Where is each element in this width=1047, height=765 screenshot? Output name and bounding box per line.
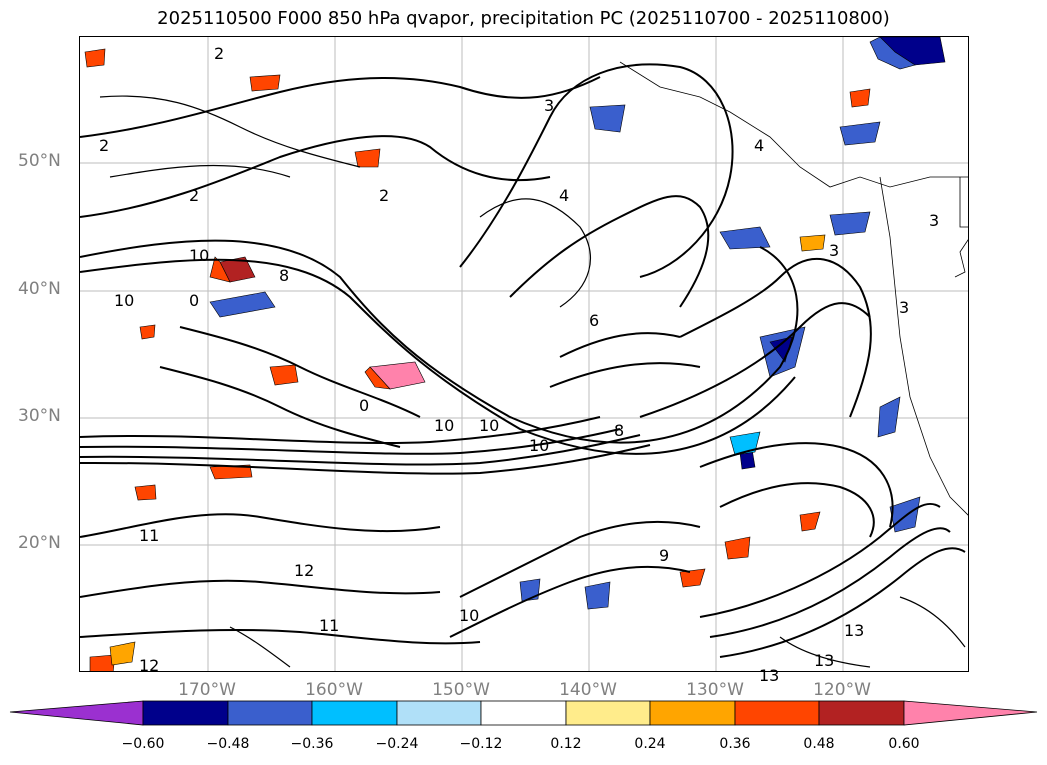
- colorbar-segment: [480, 700, 567, 726]
- colorbar-tick: 0.12: [550, 736, 582, 752]
- lat-label-30n: 30°N: [18, 406, 61, 426]
- colorbar-tick: 0.36: [719, 736, 751, 752]
- lon-label-170w: 170°W: [178, 680, 236, 700]
- colorbar-segment: [227, 700, 313, 726]
- colorbar-segment: [9, 700, 144, 726]
- colorbar-tick: −0.36: [290, 736, 334, 752]
- qvapor-contours-thin: [99, 95, 966, 668]
- colorbar-segment: [565, 700, 651, 726]
- lon-label-150w: 150°W: [432, 680, 490, 700]
- map-area: [79, 36, 969, 672]
- lat-label-20n: 20°N: [18, 533, 61, 553]
- colorbar-segment: [396, 700, 482, 726]
- colorbar-tick: −0.12: [459, 736, 503, 752]
- lon-label-130w: 130°W: [686, 680, 744, 700]
- colorbar-segment: [734, 700, 820, 726]
- map-svg: [80, 37, 968, 671]
- map-title: 2025110500 F000 850 hPa qvapor, precipit…: [157, 8, 890, 29]
- lon-label-160w: 160°W: [305, 680, 363, 700]
- lat-label-50n: 50°N: [18, 151, 61, 171]
- lon-label-120w: 120°W: [813, 680, 871, 700]
- colorbar-tick: −0.24: [375, 736, 419, 752]
- lat-label-40n: 40°N: [18, 279, 61, 299]
- colorbar-tick: −0.60: [121, 736, 165, 752]
- colorbar-segment: [142, 700, 229, 726]
- coastline: [619, 61, 968, 516]
- graticule: [80, 37, 968, 671]
- lon-label-140w: 140°W: [559, 680, 617, 700]
- colorbar-segment: [818, 700, 905, 726]
- colorbar-segment: [649, 700, 736, 726]
- colorbar-segment: [903, 700, 1038, 726]
- colorbar-tick: 0.24: [634, 736, 666, 752]
- colorbar-segment: [311, 700, 398, 726]
- colorbar: [9, 700, 1038, 726]
- precip-fills: [84, 37, 946, 671]
- colorbar-tick: 0.48: [803, 736, 835, 752]
- colorbar-tick: 0.60: [888, 736, 920, 752]
- qvapor-contours: [80, 63, 966, 658]
- colorbar-tick: −0.48: [206, 736, 250, 752]
